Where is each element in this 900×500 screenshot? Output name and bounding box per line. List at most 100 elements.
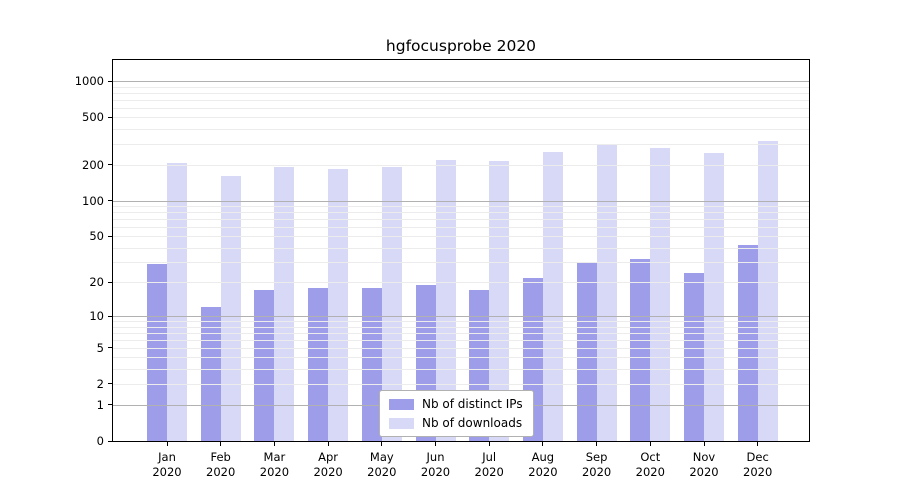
x-tick-mark	[220, 442, 222, 446]
minor-gridline	[113, 92, 809, 94]
year-label: 2020	[689, 465, 719, 479]
x-tick-label: Jun 2020	[412, 450, 460, 480]
x-tick-label: Nov 2020	[680, 450, 728, 480]
year-label: 2020	[313, 465, 343, 479]
month-label: Jan	[158, 450, 176, 464]
bar-downloads	[596, 144, 617, 441]
x-tick-label: Jan 2020	[143, 450, 191, 480]
year-label: 2020	[152, 465, 182, 479]
legend-entry-downloads: Nb of downloads	[389, 415, 523, 431]
y-tick-mark	[108, 347, 112, 349]
minor-gridline	[113, 128, 809, 130]
year-label: 2020	[635, 465, 665, 479]
x-tick-label: Apr 2020	[304, 450, 352, 480]
bar-distinct-ips	[684, 273, 704, 441]
y-tick-label: 100	[82, 193, 104, 208]
bar-downloads	[489, 160, 510, 441]
y-tick-label: 1	[96, 397, 104, 412]
month-label: Dec	[746, 450, 769, 464]
x-tick-label: Sep 2020	[573, 450, 621, 480]
bar-downloads	[650, 148, 671, 441]
bar-distinct-ips	[254, 290, 275, 441]
x-tick-mark	[327, 442, 329, 446]
y-tick-mark	[108, 281, 112, 283]
bar-downloads	[435, 159, 456, 441]
y-tick-mark	[108, 315, 112, 317]
month-label: Apr	[318, 450, 339, 464]
bar-distinct-ips	[200, 307, 221, 441]
y-tick-label: 500	[82, 110, 104, 125]
month-label: May	[369, 450, 394, 464]
year-label: 2020	[259, 465, 290, 479]
month-label: Nov	[692, 450, 716, 464]
bar-downloads	[704, 152, 724, 441]
minor-gridline	[113, 86, 809, 88]
legend-swatch-distinct-ips	[389, 398, 414, 410]
bar-downloads	[757, 141, 778, 441]
month-label: Oct	[640, 450, 661, 464]
y-tick-mark	[108, 80, 112, 82]
x-tick-mark	[649, 442, 651, 446]
bar-distinct-ips	[361, 287, 382, 441]
x-tick-mark	[381, 442, 383, 446]
legend-label-downloads: Nb of downloads	[422, 416, 523, 430]
y-tick-mark	[108, 383, 112, 385]
minor-gridline	[113, 117, 809, 119]
year-label: 2020	[420, 465, 451, 479]
y-tick-label: 20	[89, 275, 104, 290]
year-label: 2020	[528, 465, 558, 479]
bar-downloads	[274, 166, 295, 441]
month-label: Sep	[585, 450, 608, 464]
bar-distinct-ips	[630, 258, 651, 441]
bar-downloads	[220, 175, 241, 441]
y-tick-label: 0	[96, 434, 104, 448]
month-label: Feb	[210, 450, 231, 464]
y-tick-mark	[108, 164, 112, 166]
x-tick-label: Mar 2020	[250, 450, 298, 480]
minor-gridline	[113, 107, 809, 109]
minor-gridline	[113, 143, 809, 145]
y-tick-label: 200	[82, 157, 104, 172]
y-tick-label: 10	[89, 309, 104, 324]
x-tick-mark	[166, 442, 168, 446]
legend-entry-distinct-ips: Nb of distinct IPs	[389, 396, 523, 412]
x-tick-label: May 2020	[358, 450, 406, 480]
x-tick-mark	[488, 442, 490, 446]
y-tick-mark	[108, 200, 112, 202]
x-tick-label: Aug 2020	[519, 450, 567, 480]
x-tick-mark	[435, 442, 436, 446]
legend-label-distinct-ips: Nb of distinct IPs	[422, 397, 523, 411]
y-tick-mark	[108, 404, 112, 406]
legend: Nb of distinct IPs Nb of downloads	[379, 390, 534, 437]
year-label: 2020	[367, 465, 397, 479]
chart-title: hgfocusprobe 2020	[385, 37, 537, 55]
month-label: Aug	[531, 450, 555, 464]
x-tick-label: Jul 2020	[465, 450, 513, 480]
x-tick-mark	[703, 442, 705, 446]
bar-distinct-ips	[147, 263, 167, 441]
y-tick-mark	[108, 235, 112, 237]
year-label: 2020	[474, 465, 504, 479]
month-label: Mar	[263, 450, 286, 464]
year-label: 2020	[743, 465, 773, 479]
y-tick-label: 1000	[74, 74, 104, 89]
plot-area	[112, 59, 810, 442]
x-tick-label: Oct 2020	[626, 450, 674, 480]
y-tick-mark	[108, 440, 112, 442]
bar-distinct-ips	[308, 287, 329, 441]
major-gridline	[113, 81, 809, 83]
bar-downloads	[167, 163, 187, 441]
year-label: 2020	[581, 465, 612, 479]
minor-gridline	[113, 99, 809, 101]
x-tick-label: Feb 2020	[197, 450, 245, 480]
y-tick-label: 50	[89, 229, 104, 244]
x-tick-mark	[273, 442, 275, 446]
bar-downloads	[381, 167, 402, 441]
legend-swatch-downloads	[389, 417, 414, 429]
x-tick-mark	[596, 442, 598, 446]
bar-downloads	[328, 169, 349, 441]
bar-distinct-ips	[576, 262, 597, 441]
x-tick-label: Dec 2020	[734, 450, 782, 480]
year-label: 2020	[206, 465, 236, 479]
